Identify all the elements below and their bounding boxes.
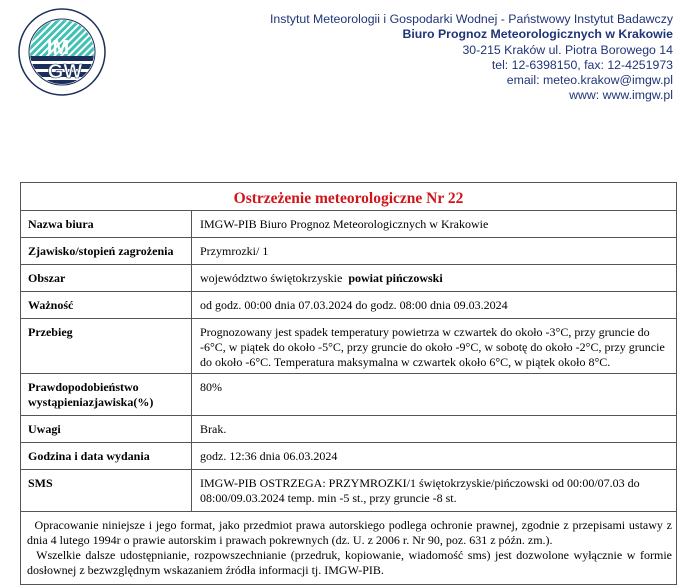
svg-text:GW: GW xyxy=(48,61,83,83)
imgw-logo: IM GW xyxy=(18,8,106,96)
office-name: Biuro Prognoz Meteorologicznych w Krakow… xyxy=(402,27,673,42)
row-value: 80% xyxy=(200,380,222,394)
row-label: Prawdopodobieństwo wystąpieniazjawiska(%… xyxy=(21,374,192,415)
table-row: Prawdopodobieństwo wystąpieniazjawiska(%… xyxy=(21,373,676,415)
website[interactable]: www: www.imgw.pl xyxy=(569,88,673,103)
table-row: Godzina i data wydania godz. 12:36 dnia 0… xyxy=(21,442,676,469)
phone-fax: tel: 12-6398150, fax: 12-4251973 xyxy=(491,57,673,72)
table-row: Zjawisko/stopień zagrożenia Przymrozki/ 1 xyxy=(21,237,676,264)
distribution-text: Wszelkie dalsze udostępnianie, rozpowsze… xyxy=(27,548,672,578)
row-label: Zjawisko/stopień zagrożenia xyxy=(21,238,192,264)
address: 30-215 Kraków ul. Piotra Borowego 14 xyxy=(462,42,673,57)
row-value: godz. 12:36 dnia 06.03.2024 xyxy=(200,449,338,463)
row-value: IMGW-PIB OSTRZEGA: PRZYMROZKI/1 świętokr… xyxy=(200,476,640,505)
county: powiat pińczowski xyxy=(348,271,443,285)
svg-text:IM: IM xyxy=(47,37,69,59)
copyright-line-1: Opracowanie niniejsze i jego format, jak… xyxy=(27,518,673,547)
row-value: Prognozowany jest spadek temperatury pow… xyxy=(200,325,665,369)
warning-table: Ostrzeżenie meteorologiczne Nr 22 Nazwa … xyxy=(20,182,677,585)
row-value: Przymrozki/ 1 xyxy=(200,244,269,258)
institute-header: Instytut Meteorologii i Gospodarki Wodne… xyxy=(270,12,673,104)
row-label: Godzina i data wydania xyxy=(21,443,192,469)
row-label: SMS xyxy=(21,470,192,511)
institute-name: Instytut Meteorologii i Gospodarki Wodne… xyxy=(269,12,673,26)
table-row: Ważność od godz. 00:00 dnia 07.03.2024 do… xyxy=(21,291,676,318)
row-label: Obszar xyxy=(21,265,192,291)
row-value: IMGW-PIB Biuro Prognoz Meteorologicznych… xyxy=(200,217,489,231)
copyright-line-2: Wszelkie dalsze udostępnianie, rozpowsze… xyxy=(27,548,672,577)
row-label: Przebieg xyxy=(21,319,192,373)
row-value: województwo świętokrzyskie powiat pińczo… xyxy=(192,265,676,291)
warning-title: Ostrzeżenie meteorologiczne Nr 22 xyxy=(233,190,464,207)
row-label: Nazwa biura xyxy=(21,211,192,237)
row-value: Brak. xyxy=(200,422,227,436)
table-row: Uwagi Brak. xyxy=(21,415,676,442)
table-row: Nazwa biura IMGW-PIB Biuro Prognoz Meteor… xyxy=(21,210,676,237)
copyright-text: Opracowanie niniejsze i jego format, jak… xyxy=(27,518,672,548)
row-value: od godz. 00:00 dnia 07.03.2024 do godz. … xyxy=(200,298,508,312)
row-label: Ważność xyxy=(21,292,192,318)
table-row: SMS IMGW-PIB OSTRZEGA: PRZYMROZKI/1 święt… xyxy=(21,469,676,511)
row-label: Uwagi xyxy=(21,416,192,442)
table-row: Przebieg Prognozowany jest spadek tempera… xyxy=(21,318,676,373)
copyright-notice: Opracowanie niniejsze i jego format, jak… xyxy=(21,511,676,584)
email[interactable]: email: meteo.krakow@imgw.pl xyxy=(506,73,673,88)
region: województwo świętokrzyskie xyxy=(200,271,343,285)
table-row: Obszar województwo świętokrzyskie powiat … xyxy=(21,264,676,291)
